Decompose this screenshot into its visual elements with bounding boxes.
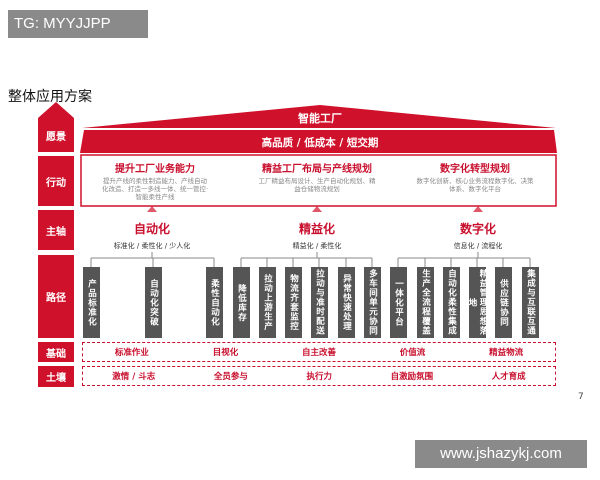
action-desc: 数字化创新、核心业务流程数字化、决策体系、数字化平台	[416, 177, 534, 193]
soil-item: 执行力	[306, 372, 332, 382]
action-item: 提升工厂业务能力提升产线的柔性制造能力、产线自动化改造、打造一多线一体、统一管控…	[100, 160, 210, 201]
row-label-action: 行动	[38, 156, 74, 206]
path-box: 多车间单元协同	[363, 267, 381, 338]
goals-band	[80, 130, 557, 153]
row-label-axis: 主轴	[38, 210, 74, 250]
row-label-path: 路径	[38, 255, 74, 338]
axis-title: 数字化	[459, 222, 496, 236]
path-box: 生产全流程覆盖	[416, 267, 434, 338]
row-label-foundation: 基础	[38, 342, 74, 362]
path-box: 自动化柔性集成	[442, 267, 460, 338]
foundation-item: 标准作业	[114, 348, 149, 358]
foundation-item: 价值流	[399, 348, 426, 358]
page-number: 7	[578, 392, 584, 402]
row-label-soil: 土壤	[38, 366, 74, 387]
path-box: 自动化突破	[144, 267, 162, 338]
axis-item: 精益化精益化 / 柔性化	[257, 220, 377, 251]
axis-title: 精益化	[298, 222, 335, 236]
foundation-item: 精益物流	[489, 348, 524, 358]
path-box: 物流齐套监控	[284, 267, 302, 338]
axis-item: 数字化信息化 / 流程化	[418, 220, 538, 251]
soil-item: 激情 / 斗志	[112, 372, 156, 382]
axis-sub: 标准化 / 柔性化 / 少人化	[113, 242, 191, 250]
roof	[82, 105, 556, 128]
path-box: 异常快速处理	[337, 267, 355, 338]
foundation-item: 目视化	[212, 348, 239, 358]
axis-item: 自动化标准化 / 柔性化 / 少人化	[92, 220, 212, 251]
path-box: 精益管理思想落地	[467, 267, 488, 338]
action-item: 数字化转型规划数字化创新、核心业务流程数字化、决策体系、数字化平台	[415, 160, 535, 193]
action-title: 精益工厂布局与产线规划	[262, 164, 372, 175]
vision-goals: 高品质 / 低成本 / 短交期	[261, 137, 379, 149]
action-desc: 工厂精益布局设计、生产自动化规划、精益仓储物流规划	[258, 177, 376, 193]
row-label-vision: 愿景	[38, 118, 74, 152]
vision-title: 智能工厂	[298, 112, 342, 125]
foundation-item: 自主改善	[301, 348, 336, 358]
action-title: 提升工厂业务能力	[115, 164, 195, 175]
vision-arrow-head	[38, 102, 74, 118]
path-box: 拉动与准时配送	[310, 267, 328, 338]
action-box	[80, 154, 557, 207]
path-box: 拉动上游生产	[258, 267, 276, 338]
path-box: 柔性自动化	[205, 267, 223, 338]
action-title: 数字化转型规划	[440, 164, 510, 175]
tag-label: TG: MYYJJPP	[8, 10, 148, 38]
axis-title: 自动化	[133, 222, 170, 236]
action-item: 精益工厂布局与产线规划工厂精益布局设计、生产自动化规划、精益仓储物流规划	[257, 160, 377, 193]
action-desc: 提升产线的柔性制造能力、产线自动化改造、打造一多线一体、统一管控·智能柔性产线	[101, 177, 209, 201]
path-box: 一体化平台	[389, 267, 407, 338]
foundation-box: 标准作业 目视化 自主改善 价值流 精益物流	[82, 342, 556, 362]
path-box: 供应链协同	[494, 267, 512, 338]
soil-item: 自激励氛围	[390, 372, 434, 382]
watermark: www.jshazykj.com	[415, 440, 587, 468]
soil-item: 人才育成	[491, 372, 526, 382]
path-box: 降低库存	[232, 267, 250, 338]
axis-sub: 精益化 / 柔性化	[292, 242, 342, 250]
page-title: 整体应用方案	[8, 89, 92, 105]
path-box: 产品标准化	[82, 267, 100, 338]
path-box: 集成与互联互通	[521, 267, 539, 338]
soil-box: 激情 / 斗志 全员参与 执行力 自激励氛围 人才育成	[82, 366, 556, 386]
soil-item: 全员参与	[213, 372, 248, 382]
axis-sub: 信息化 / 流程化	[453, 242, 503, 250]
